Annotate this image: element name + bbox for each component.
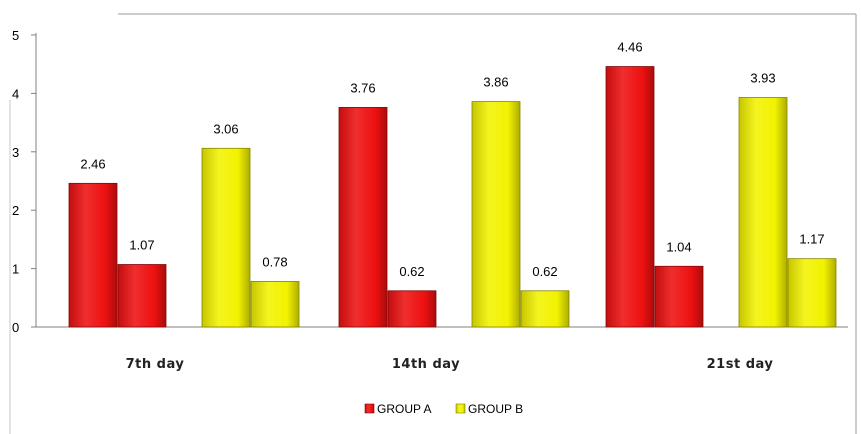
data-label: 1.07 [129, 238, 154, 253]
data-labels: 2.46 1.07 3.06 0.78 3.76 0.62 3.86 0.62 4.46 1.04… [80, 40, 824, 279]
bar-group-b [201, 147, 251, 328]
data-label: 2.46 [80, 156, 105, 171]
data-label: 3.06 [213, 121, 238, 136]
y-tick-label: 1 [12, 262, 19, 277]
data-label: 3.93 [750, 70, 775, 85]
bar-group-a [605, 66, 655, 328]
x-category-label: 21st day [707, 357, 774, 372]
x-category-label: 14th day [392, 357, 460, 372]
y-axis: 0 1 2 3 4 5 [12, 28, 848, 335]
bar-group-b [787, 258, 837, 328]
y-tick-label: 2 [12, 203, 19, 218]
bar-group-b [738, 97, 788, 328]
bar-group-b [471, 101, 521, 328]
x-axis-category-labels: 7th day 14th day 21st day [126, 357, 774, 372]
bar-group-a [338, 107, 388, 328]
data-label: 1.17 [799, 232, 824, 247]
data-label: 3.76 [350, 80, 375, 95]
data-label: 3.86 [483, 75, 508, 90]
y-tick-label: 4 [12, 86, 19, 101]
x-category-label: 7th day [126, 357, 185, 372]
data-label: 1.04 [666, 239, 691, 254]
bar-group-b [520, 290, 570, 328]
data-label: 0.78 [262, 254, 287, 269]
data-label: 0.62 [532, 264, 557, 279]
y-tick-label: 0 [12, 320, 19, 335]
data-label: 0.62 [399, 264, 424, 279]
bar-group-a [654, 265, 704, 328]
legend-swatch [455, 403, 466, 414]
y-tick-label: 5 [12, 28, 19, 43]
legend: GROUP A GROUP B [364, 402, 523, 416]
legend-label: GROUP A [377, 402, 431, 416]
bar-group-a [387, 290, 437, 328]
legend-swatch [364, 403, 375, 414]
bar-group-a [68, 182, 118, 328]
data-label: 4.46 [617, 40, 642, 55]
bar-group-b [250, 281, 300, 328]
bar-group-a [117, 264, 167, 328]
y-tick-label: 3 [12, 145, 19, 160]
bars [68, 66, 837, 328]
legend-label: GROUP B [468, 402, 523, 416]
